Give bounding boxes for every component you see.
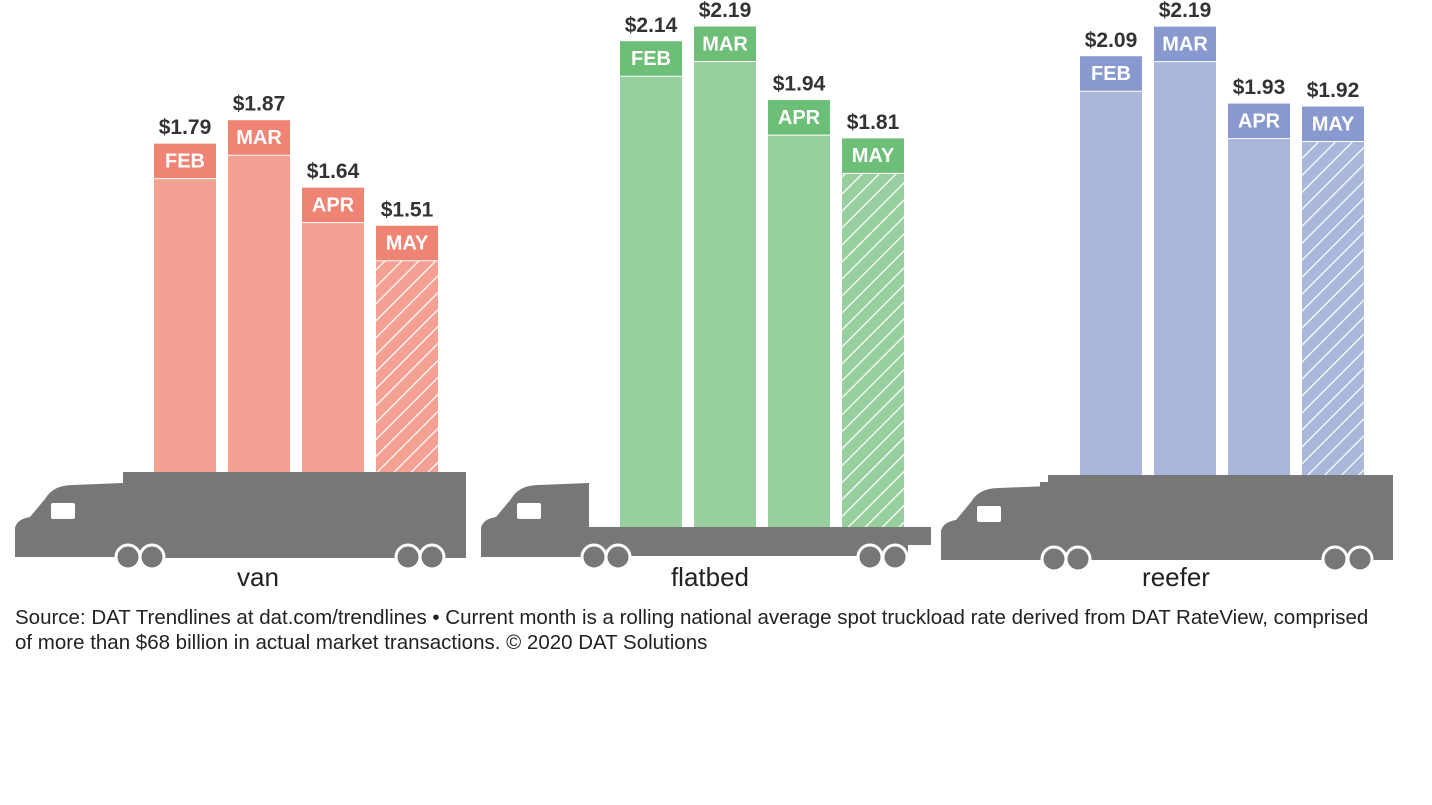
month-band <box>1154 26 1216 62</box>
month-label: MAY <box>852 145 895 167</box>
bar <box>694 61 756 528</box>
month-band <box>154 143 216 179</box>
month-label: FEB <box>631 48 671 70</box>
bar <box>1154 61 1216 476</box>
truck-flatbed <box>481 483 931 571</box>
bar-group: FEB $1.79 MAR $1.87 APR $1.64 MAY $1.51 <box>154 93 438 473</box>
month-label: FEB <box>165 150 205 172</box>
x-axis-label: flatbed <box>671 562 749 592</box>
month-band <box>302 187 364 223</box>
truck-van <box>15 472 466 571</box>
truck-reefer <box>941 475 1393 573</box>
month-label: MAR <box>1162 33 1208 55</box>
month-band <box>842 138 904 174</box>
x-axis-label: reefer <box>1142 562 1210 592</box>
month-label: MAY <box>1312 113 1355 135</box>
value-label: $2.19 <box>699 0 752 22</box>
value-label: $2.19 <box>1159 0 1212 22</box>
month-band <box>620 41 682 77</box>
month-label: APR <box>312 194 355 216</box>
bar <box>842 173 904 527</box>
bar <box>1080 91 1142 475</box>
month-band <box>1080 56 1142 92</box>
value-label: $1.92 <box>1307 79 1360 102</box>
value-label: $1.87 <box>233 93 286 116</box>
month-band <box>694 26 756 62</box>
bar <box>302 222 364 472</box>
month-label: MAY <box>386 233 429 255</box>
month-label: FEB <box>1091 63 1131 85</box>
month-band <box>1302 106 1364 142</box>
value-label: $1.81 <box>847 111 900 134</box>
bar-group: FEB $2.14 MAR $2.19 APR $1.94 MAY $1.81 <box>620 0 904 528</box>
bar <box>620 76 682 527</box>
bar-group: FEB $2.09 MAR $2.19 APR $1.93 MAY $1.92 <box>1080 0 1364 476</box>
month-band <box>768 100 830 136</box>
month-label: APR <box>778 107 821 129</box>
value-label: $2.09 <box>1085 29 1138 52</box>
value-label: $1.51 <box>381 198 434 221</box>
month-label: APR <box>1238 110 1281 132</box>
month-label: MAR <box>702 33 748 55</box>
value-label: $1.94 <box>773 73 826 96</box>
month-band <box>376 225 438 261</box>
bar <box>1228 138 1290 475</box>
source-note: Source: DAT Trendlines at dat.com/trendl… <box>15 606 1369 654</box>
chart: FEB $1.79 MAR $1.87 APR $1.64 MAY $1.51 van FEB $2… <box>15 0 1393 592</box>
bar <box>154 178 216 473</box>
bar <box>768 135 830 527</box>
value-label: $1.93 <box>1233 76 1286 99</box>
bar <box>228 155 290 472</box>
month-band <box>228 120 290 156</box>
value-label: $1.79 <box>159 116 212 139</box>
value-label: $2.14 <box>625 14 678 37</box>
month-label: MAR <box>236 127 282 149</box>
bar <box>1302 141 1364 475</box>
x-axis-label: van <box>237 562 279 592</box>
month-band <box>1228 103 1290 139</box>
bar <box>376 260 438 472</box>
value-label: $1.64 <box>307 160 360 183</box>
